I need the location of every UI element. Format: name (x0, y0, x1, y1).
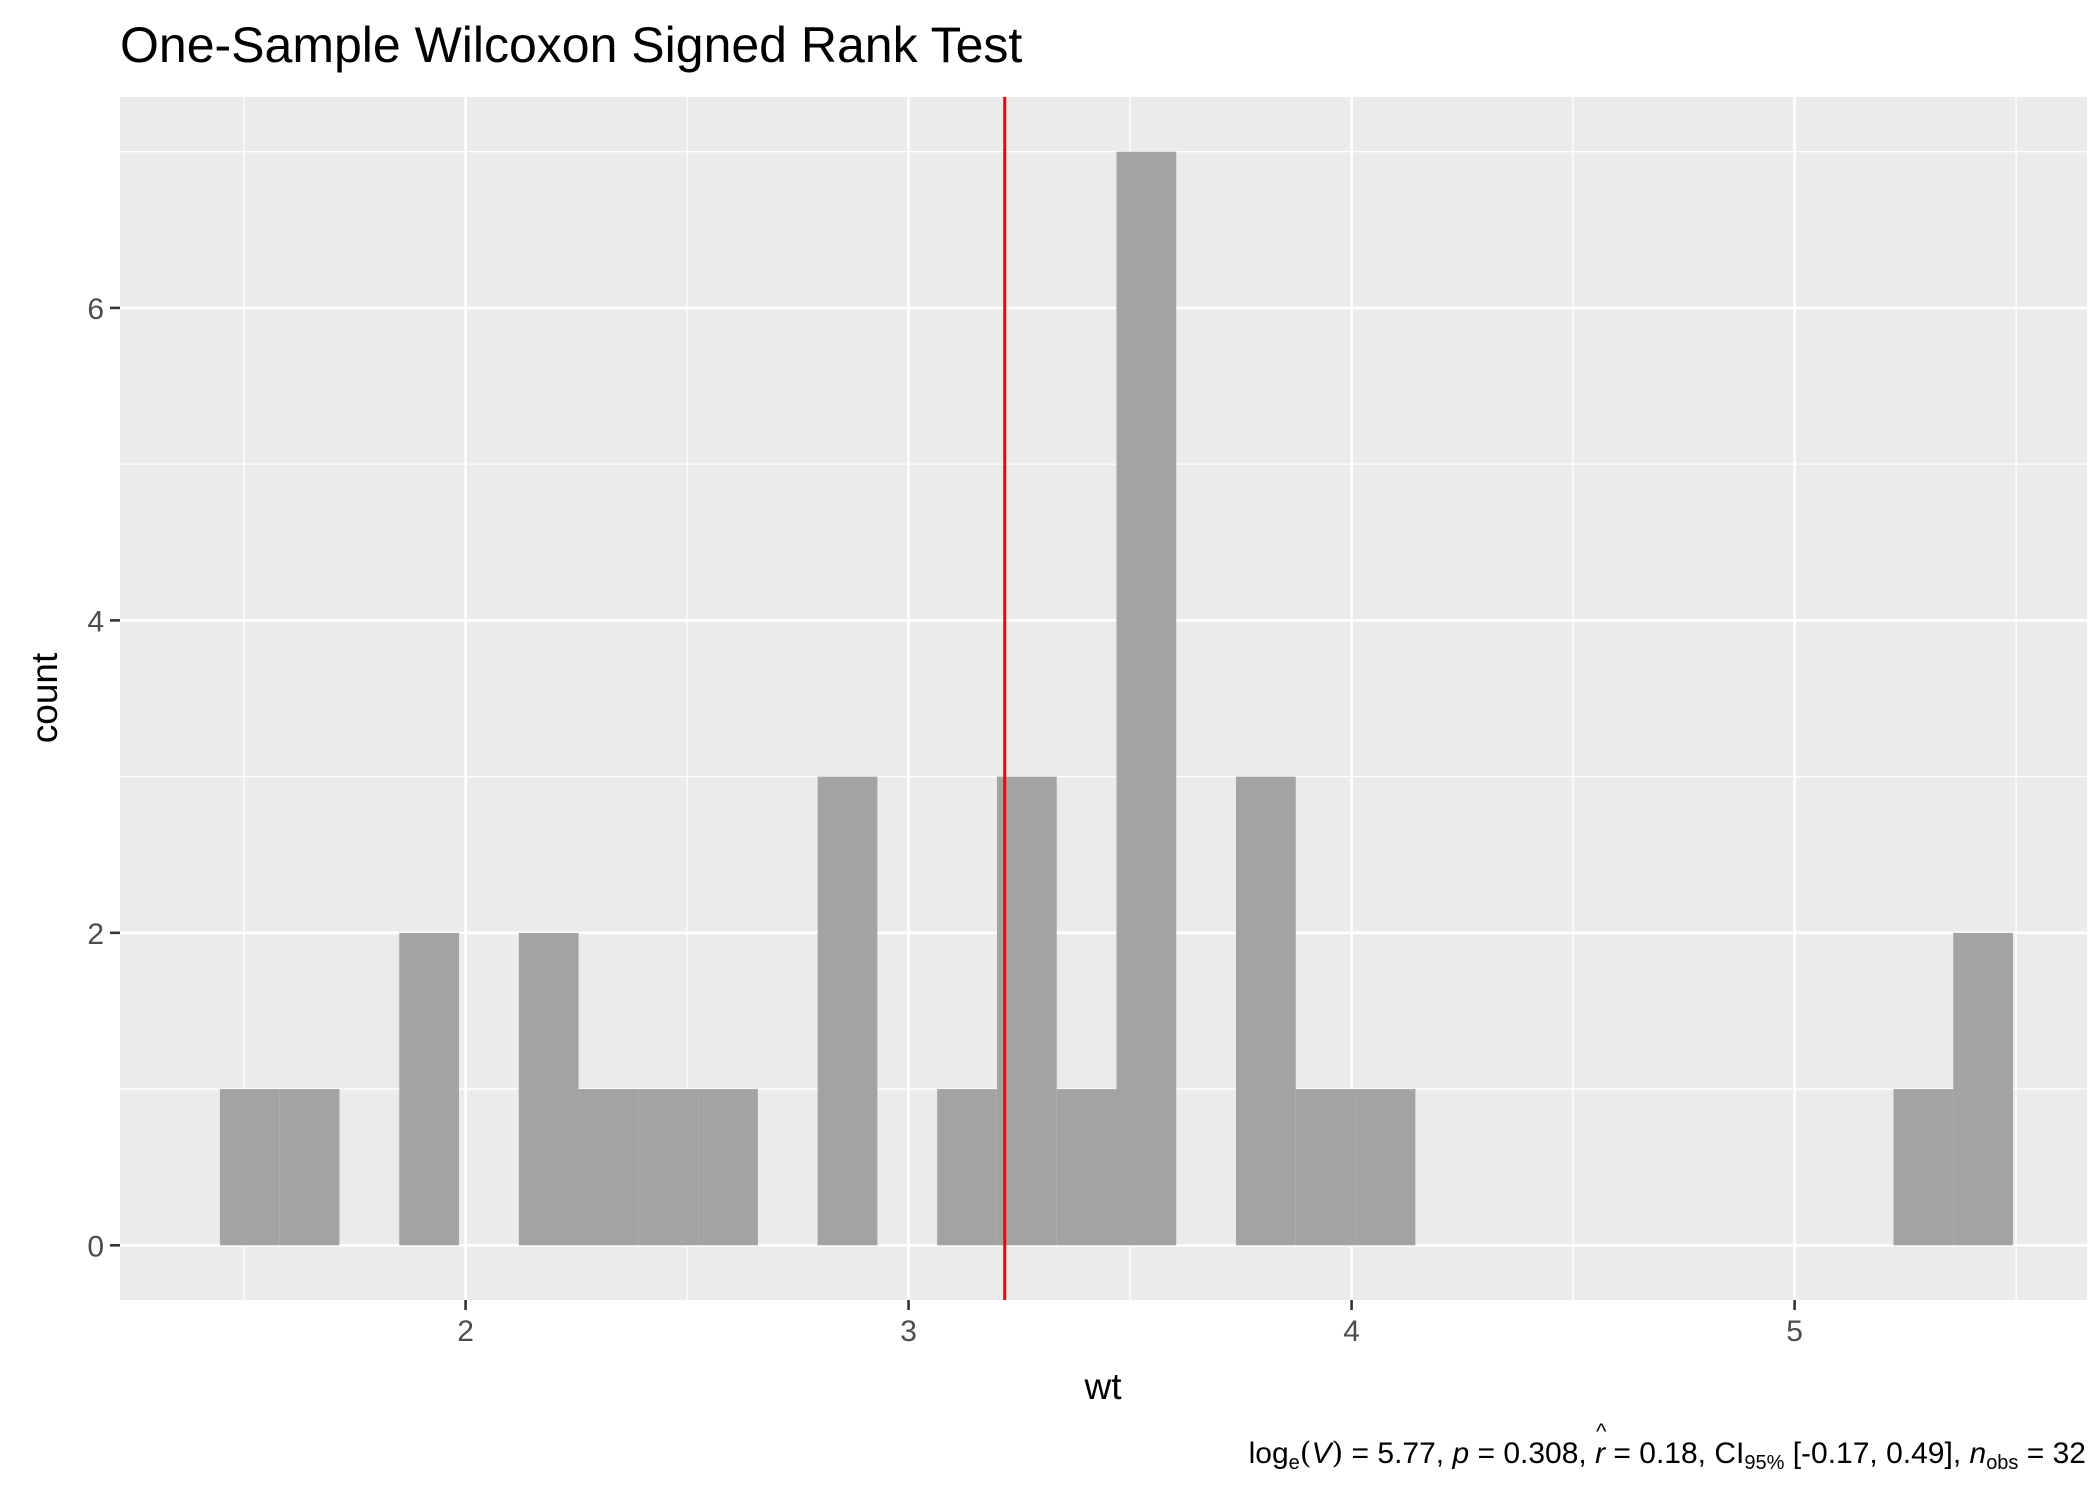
histogram-bar (1236, 776, 1296, 1246)
y-tick-label: 0 (87, 1230, 104, 1263)
y-axis: 0 2 4 6 (87, 293, 120, 1263)
histogram-bar (1953, 932, 2014, 1246)
ci-subscript: 95% (1744, 1452, 1785, 1474)
histogram-bar (817, 776, 878, 1246)
statistic-symbol: V (1311, 1437, 1332, 1470)
x-tick-label: 3 (900, 1315, 917, 1348)
n-subscript: obs (1986, 1452, 2019, 1474)
chart-title: One-Sample Wilcoxon Signed Rank Test (120, 17, 1022, 73)
effect-size-symbol: r (1595, 1419, 1606, 1471)
histogram-bars (219, 151, 2014, 1246)
n-symbol: n (1969, 1437, 1987, 1470)
effect-size-value: = 0.18, (1605, 1437, 1715, 1470)
histogram-bar (1893, 1089, 1954, 1246)
x-axis: 2 3 4 5 (457, 1300, 1803, 1348)
histogram-bar (518, 932, 579, 1246)
test-statistics-caption: loge(V) = 5.77, p = 0.308, r = 0.18, CI9… (1248, 1419, 2086, 1475)
histogram-bar (1355, 1089, 1416, 1246)
y-tick-label: 4 (87, 605, 104, 638)
log-prefix: log (1248, 1437, 1289, 1470)
histogram-bar (698, 1089, 758, 1246)
histogram-bar (1056, 1089, 1117, 1246)
histogram-bar (219, 1089, 280, 1246)
log-subscript: e (1288, 1452, 1300, 1474)
n-value: = 32 (2018, 1437, 2086, 1470)
histogram-bar (578, 1089, 639, 1246)
x-tick-label: 5 (1786, 1315, 1803, 1348)
histogram-bar (638, 1089, 699, 1246)
x-axis-title: wt (1084, 1366, 1123, 1407)
p-symbol: p (1452, 1437, 1470, 1470)
y-tick-label: 2 (87, 918, 104, 951)
histogram-bar (996, 776, 1057, 1246)
histogram-bar (937, 1089, 997, 1246)
ci-label: CI (1714, 1437, 1745, 1470)
histogram-bar (399, 932, 460, 1246)
histogram-bar (1116, 151, 1177, 1246)
y-tick-label: 6 (87, 293, 104, 326)
histogram-bar (279, 1089, 340, 1246)
ci-value: [-0.17, 0.49], (1784, 1437, 1970, 1470)
statistic-value: = 5.77, (1343, 1437, 1453, 1470)
p-value: = 0.308, (1469, 1437, 1596, 1470)
histogram-bar (1295, 1089, 1356, 1246)
x-tick-label: 4 (1343, 1315, 1360, 1348)
x-tick-label: 2 (457, 1315, 474, 1348)
y-axis-title: count (24, 652, 65, 743)
